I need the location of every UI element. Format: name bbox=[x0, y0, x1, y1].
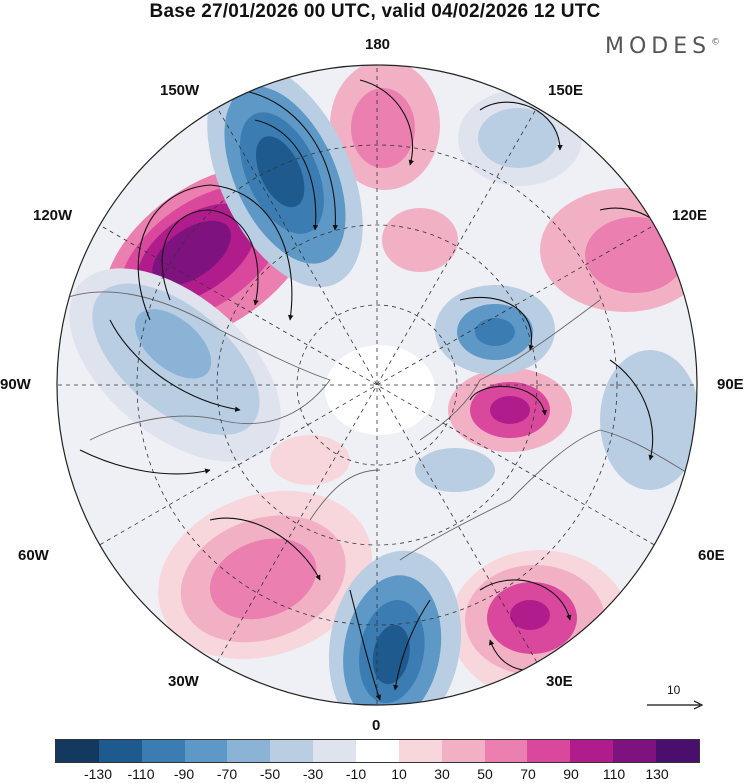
lon-label-90e: 90E bbox=[717, 376, 744, 393]
colorbar-swatch bbox=[656, 740, 699, 762]
colorbar-swatch bbox=[270, 740, 314, 762]
positive-anomaly-90e bbox=[448, 368, 572, 452]
colorbar-tick-label: 70 bbox=[520, 766, 536, 782]
lon-label-120w: 120W bbox=[33, 207, 73, 224]
vector-reference: 10 bbox=[645, 683, 705, 713]
colorbar-tick-label: -70 bbox=[216, 766, 238, 782]
coastlines bbox=[59, 291, 697, 561]
lon-label-150e: 150E bbox=[548, 82, 584, 99]
colorbar-tick-label: 110 bbox=[602, 766, 626, 782]
vector-reference-value: 10 bbox=[667, 683, 681, 697]
positive-anomaly-180 bbox=[330, 65, 458, 272]
colorbar-swatch bbox=[184, 740, 228, 762]
colorbar-tick-label: -90 bbox=[173, 766, 195, 782]
lon-label-60e: 60E bbox=[698, 547, 725, 564]
colorbar-tick-label: -10 bbox=[345, 766, 367, 782]
graticule bbox=[57, 65, 697, 705]
negative-anomaly-105e bbox=[435, 285, 555, 375]
colorbar-swatch bbox=[98, 740, 142, 762]
map-title: Base 27/01/2026 00 UTC, valid 04/02/2026… bbox=[149, 1, 601, 22]
lon-label-30w: 30W bbox=[168, 673, 199, 690]
anomaly-field bbox=[57, 65, 697, 705]
colorbar-tick-label: 90 bbox=[563, 766, 579, 782]
negative-anomaly-150e bbox=[458, 90, 582, 186]
lon-label-180: 180 bbox=[365, 36, 391, 53]
colorbar bbox=[55, 739, 700, 763]
colorbar-ticks: -130 -110 -90 -70 -50 -30 -10 10 30 50 70 90 110 130 bbox=[0, 765, 750, 783]
colorbar-swatch bbox=[141, 740, 185, 762]
colorbar-tick-label: 50 bbox=[477, 766, 493, 782]
colorbar-swatch bbox=[56, 740, 99, 762]
lon-label-150w: 150W bbox=[160, 82, 200, 99]
colorbar-swatch bbox=[527, 740, 571, 762]
lon-label-120e: 120E bbox=[672, 207, 708, 224]
lon-label-60w: 60W bbox=[18, 547, 49, 564]
colorbar-tick-label: -130 bbox=[83, 766, 113, 782]
colorbar-swatch bbox=[398, 740, 442, 762]
colorbar-tick-label: -110 bbox=[127, 766, 155, 782]
vector-reference-arrow bbox=[647, 700, 704, 710]
colorbar-swatch bbox=[227, 740, 271, 762]
colorbar-swatch bbox=[570, 740, 614, 762]
colorbar-tick-label: 10 bbox=[391, 766, 407, 782]
lon-label-90w: 90W bbox=[0, 376, 31, 393]
positive-anomaly-30e bbox=[450, 550, 630, 700]
colorbar-swatch bbox=[441, 740, 485, 762]
modes-logo: MODES© bbox=[605, 34, 721, 59]
positive-anomaly-45w bbox=[158, 490, 372, 660]
negative-anomaly-0 bbox=[328, 550, 462, 705]
colorbar-swatch bbox=[484, 740, 528, 762]
colorbar-swatch bbox=[613, 740, 657, 762]
lon-label-0: 0 bbox=[372, 717, 381, 734]
colorbar-swatch bbox=[313, 740, 357, 762]
colorbar-tick-label: -50 bbox=[259, 766, 281, 782]
colorbar-tick-label: 130 bbox=[645, 766, 669, 782]
colorbar-tick-label: 30 bbox=[434, 766, 450, 782]
lon-label-30e: 30E bbox=[546, 673, 573, 690]
colorbar-swatch bbox=[356, 740, 399, 762]
map-boundary bbox=[56, 64, 698, 706]
colorbar-tick-label: -30 bbox=[302, 766, 324, 782]
